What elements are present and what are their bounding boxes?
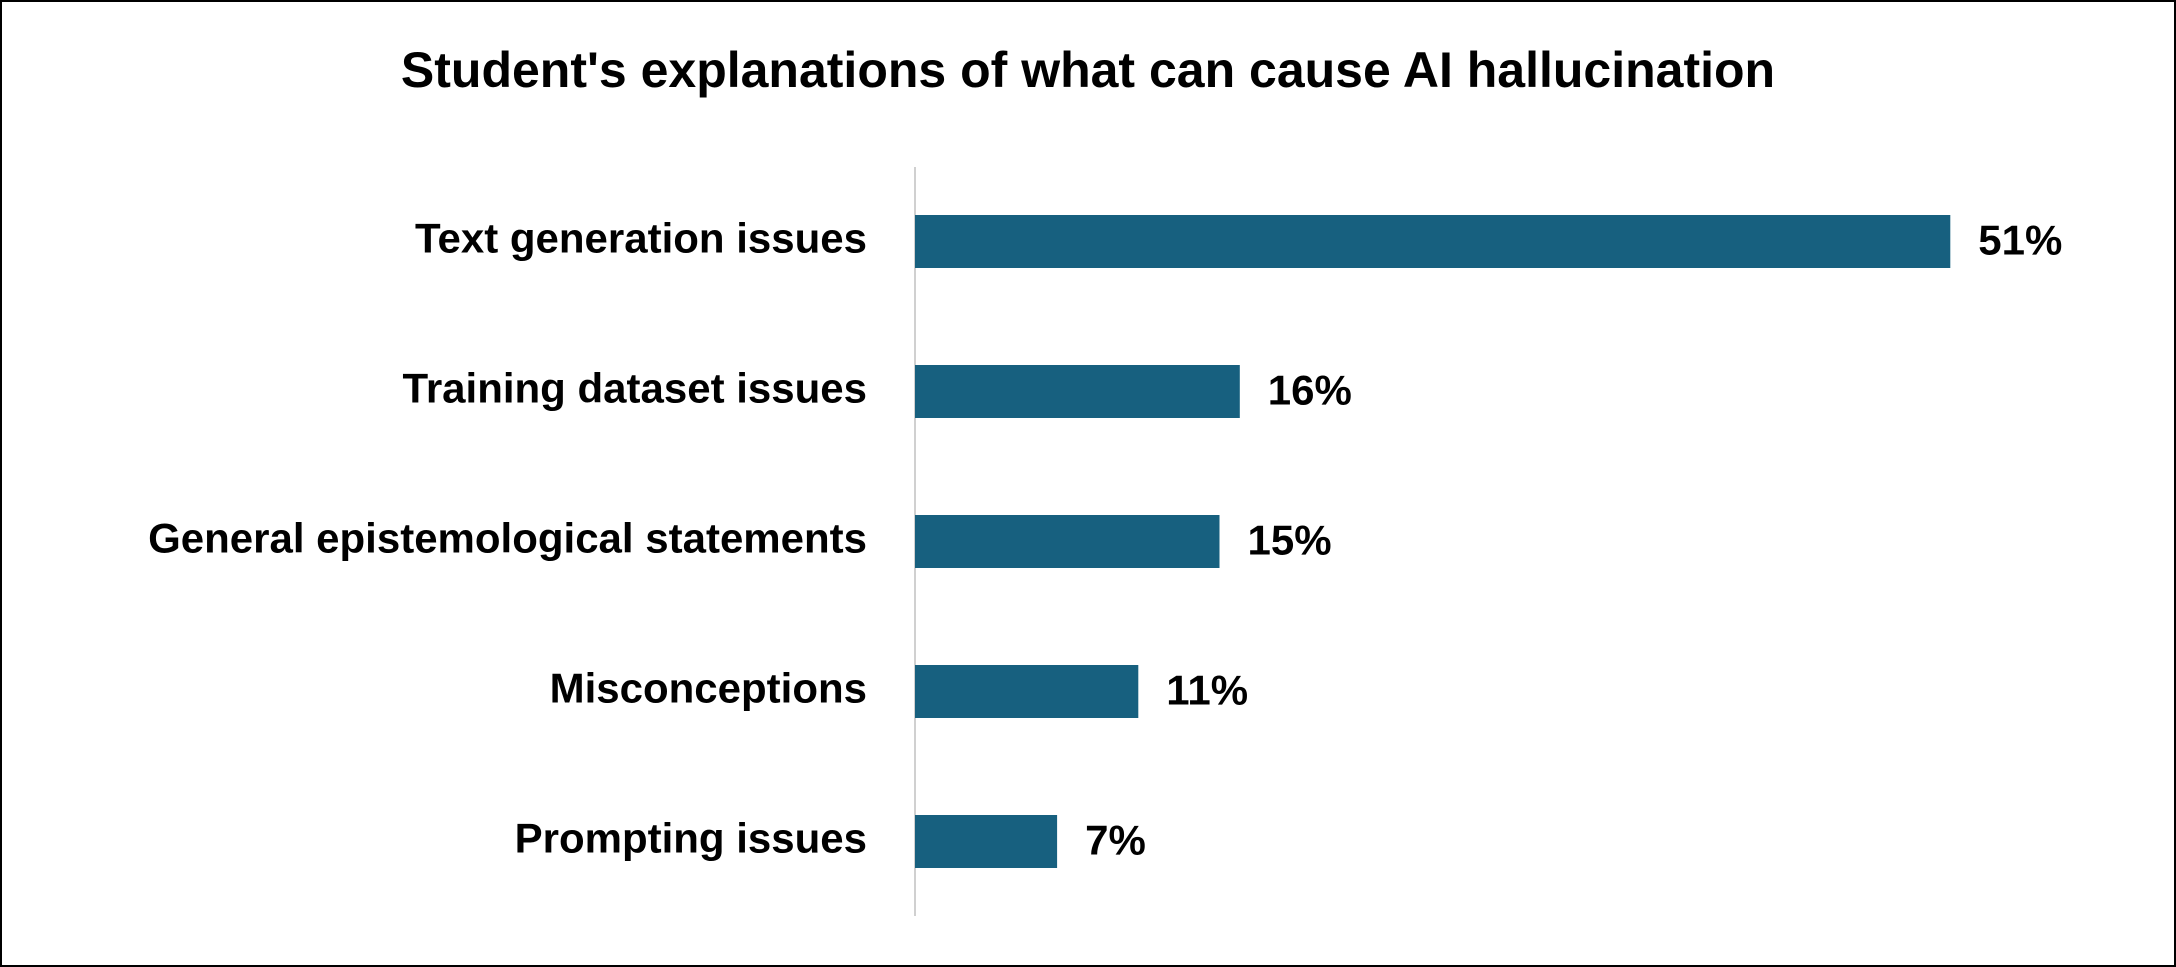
value-label: 7%: [1085, 817, 1146, 864]
value-label: 51%: [1978, 217, 2062, 264]
value-label: 11%: [1166, 667, 1248, 714]
bar: [915, 515, 1220, 568]
value-label: 15%: [1248, 517, 1332, 564]
category-label: Training dataset issues: [402, 365, 867, 412]
chart-title: Student's explanations of what can cause…: [401, 42, 1775, 98]
bar: [915, 365, 1240, 418]
bar: [915, 815, 1058, 868]
category-label: Misconceptions: [550, 665, 867, 712]
category-label: General epistemological statements: [148, 515, 867, 562]
category-label: Prompting issues: [515, 815, 867, 862]
category-label: Text generation issues: [415, 215, 867, 262]
bar: [915, 665, 1139, 718]
bar: [915, 215, 1951, 268]
value-label: 16%: [1268, 367, 1352, 414]
